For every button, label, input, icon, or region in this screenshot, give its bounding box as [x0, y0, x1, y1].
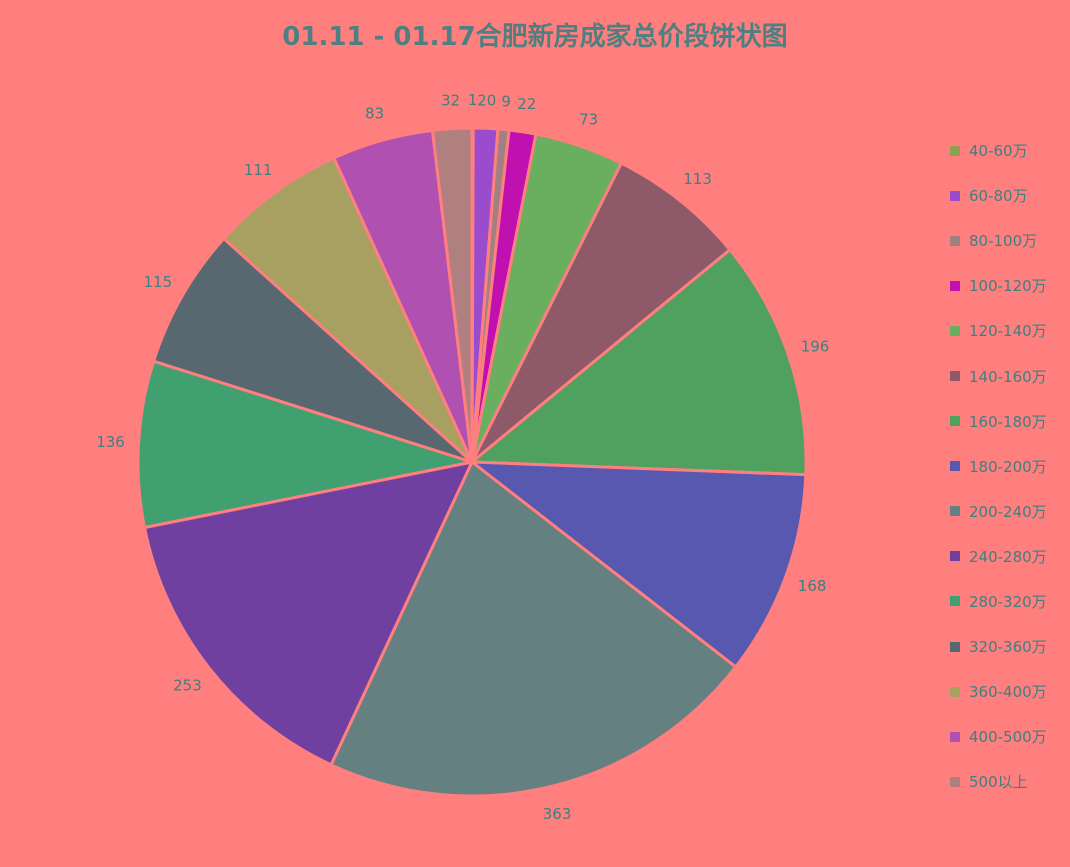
legend-label: 200-240万	[969, 502, 1047, 521]
legend-item: 500以上	[950, 759, 1047, 804]
legend-label: 140-160万	[969, 367, 1047, 386]
legend-swatch	[950, 235, 960, 246]
legend-item: 200-240万	[950, 489, 1047, 534]
legend-label: 400-500万	[969, 728, 1047, 747]
data-label: 9	[501, 93, 511, 111]
legend-item: 160-180万	[950, 399, 1047, 444]
legend-item: 80-100万	[950, 218, 1047, 263]
legend-swatch	[950, 145, 960, 156]
legend-swatch	[950, 641, 960, 652]
legend: 40-60万 60-80万 80-100万 100-120万 120-140万 140-1…	[950, 128, 1047, 804]
data-label: 32	[441, 92, 460, 110]
legend-label: 320-360万	[969, 638, 1047, 657]
legend-item: 320-360万	[950, 624, 1047, 669]
legend-item: 40-60万	[950, 128, 1047, 173]
legend-swatch	[950, 190, 960, 201]
legend-swatch	[950, 461, 960, 472]
legend-swatch	[950, 776, 960, 787]
legend-label: 100-120万	[969, 277, 1047, 296]
legend-item: 100-120万	[950, 263, 1047, 308]
legend-swatch	[950, 506, 960, 517]
legend-swatch	[950, 596, 960, 607]
data-label: 253	[173, 677, 202, 695]
data-label: 73	[579, 110, 598, 128]
legend-label: 120-140万	[969, 322, 1047, 341]
legend-item: 400-500万	[950, 714, 1047, 759]
legend-label: 60-80万	[969, 187, 1028, 206]
legend-label: 160-180万	[969, 412, 1047, 431]
legend-item: 180-200万	[950, 444, 1047, 489]
pie-slice-280-320万	[136, 359, 473, 530]
legend-swatch	[950, 416, 960, 427]
legend-item: 140-160万	[950, 353, 1047, 398]
legend-label: 360-400万	[969, 683, 1047, 702]
legend-label: 240-280万	[969, 547, 1047, 566]
data-label: 168	[798, 577, 827, 595]
pie-slice-180-200万	[467, 460, 808, 670]
pie-slice-500以上	[430, 126, 474, 463]
legend-swatch	[950, 731, 960, 742]
data-label: 363	[543, 805, 572, 823]
data-label: 136	[96, 433, 125, 451]
data-label: 20	[477, 91, 496, 109]
data-label: 113	[683, 170, 712, 188]
legend-swatch	[950, 325, 960, 336]
legend-item: 360-400万	[950, 669, 1047, 714]
data-label: 111	[244, 161, 273, 179]
legend-label: 40-60万	[969, 142, 1028, 161]
pie-chart: 1 20 9 22 73 113 196 168 363 253 136 115 111 83 32	[96, 91, 830, 823]
pie-slice-320-360万	[151, 236, 474, 464]
pie-slice-200-240万	[329, 459, 738, 798]
legend-item: 60-80万	[950, 173, 1047, 218]
legend-label: 80-100万	[969, 232, 1038, 251]
pie-slice-240-280万	[142, 459, 475, 767]
data-label: 1	[468, 91, 478, 109]
legend-label: 180-200万	[969, 457, 1047, 476]
data-label: 22	[517, 95, 536, 113]
pie-slice-140-160万	[470, 161, 733, 464]
legend-swatch	[950, 551, 960, 562]
legend-item: 280-320万	[950, 579, 1047, 624]
legend-label: 500以上	[969, 773, 1028, 792]
data-label: 115	[144, 273, 173, 291]
pie-slice-360-400万	[221, 155, 474, 464]
legend-swatch	[950, 371, 960, 382]
legend-item: 120-140万	[950, 308, 1047, 353]
data-label: 83	[365, 104, 384, 122]
legend-label: 280-320万	[969, 592, 1047, 611]
legend-swatch	[950, 686, 960, 697]
data-label: 196	[801, 337, 830, 355]
legend-swatch	[950, 280, 960, 291]
chart-title: 01.11 - 01.17合肥新房成家总价段饼状图	[282, 22, 788, 52]
legend-item: 240-280万	[950, 534, 1047, 579]
pie-slice-160-180万	[468, 247, 808, 477]
